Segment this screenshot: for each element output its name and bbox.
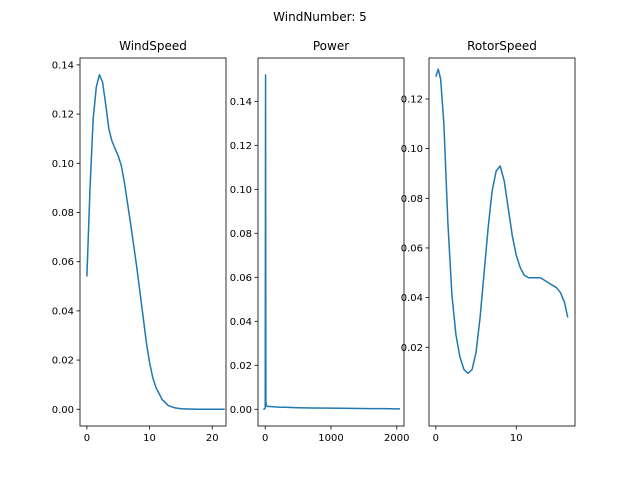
series-line-1 (263, 74, 401, 410)
axes-frame (428, 57, 576, 427)
y-tick-label: 0.10 (401, 144, 423, 155)
y-tick-label: 0.10 (230, 185, 252, 196)
subplot-1: WindSpeed 0 10 20 0.00 0.02 0.04 0.06 0.08 0.10 0.… (52, 39, 227, 444)
subplot-title: RotorSpeed (467, 39, 537, 53)
y-tick-label: 0.02 (401, 343, 423, 354)
y-tick-label: 0.14 (230, 97, 252, 108)
y-tick-label: 0.02 (230, 361, 252, 372)
y-tick-label: 0.00 (230, 405, 252, 416)
axes-frame (257, 57, 405, 427)
y-tick-label: 0.14 (52, 60, 74, 71)
y-tick-label: 0.08 (230, 229, 252, 240)
y-tick-label: 0.08 (52, 208, 74, 219)
y-tick-label: 0.06 (230, 273, 252, 284)
y-tick-label: 0.08 (401, 194, 423, 205)
y-tick-label: 0.06 (52, 257, 74, 268)
x-tick-label: 1000 (318, 433, 343, 444)
series-line-1 (86, 73, 225, 411)
figure-suptitle: WindNumber: 5 (273, 10, 367, 24)
y-tick-label: 0.02 (52, 356, 74, 367)
y-tick-label: 0.04 (230, 317, 252, 328)
x-tick-label: 0 (433, 433, 439, 444)
y-tick-label: 0.12 (230, 141, 252, 152)
subplot-3: RotorSpeed 0 10 0.02 0.04 0.06 0.08 0.10 0.12 (401, 39, 576, 444)
subplots-container: WindSpeed 0 10 20 0.00 0.02 0.04 0.06 0.08 0.10 0.… (52, 39, 576, 444)
y-tick-label: 0.04 (52, 306, 74, 317)
y-tick-label: 0.06 (401, 243, 423, 254)
x-tick-label: 0 (262, 433, 268, 444)
y-tick-label: 0.10 (52, 159, 74, 170)
y-tick-label: 0.04 (401, 293, 423, 304)
x-tick-label: 10 (143, 433, 156, 444)
x-tick-label: 2000 (384, 433, 409, 444)
y-tick-label: 0.00 (52, 405, 74, 416)
subplot-title: WindSpeed (119, 39, 187, 53)
x-tick-label: 10 (510, 433, 523, 444)
subplot-2: Power 0 1000 2000 0.00 0.02 0.04 0.06 0.08 0.10 0.… (230, 39, 410, 444)
subplot-title: Power (313, 39, 349, 53)
y-tick-label: 0.12 (52, 110, 74, 121)
x-tick-label: 20 (206, 433, 219, 444)
x-tick-label: 0 (84, 433, 90, 444)
y-tick-label: 0.12 (401, 94, 423, 105)
axes-frame (79, 57, 227, 427)
series-line-1 (435, 68, 569, 375)
